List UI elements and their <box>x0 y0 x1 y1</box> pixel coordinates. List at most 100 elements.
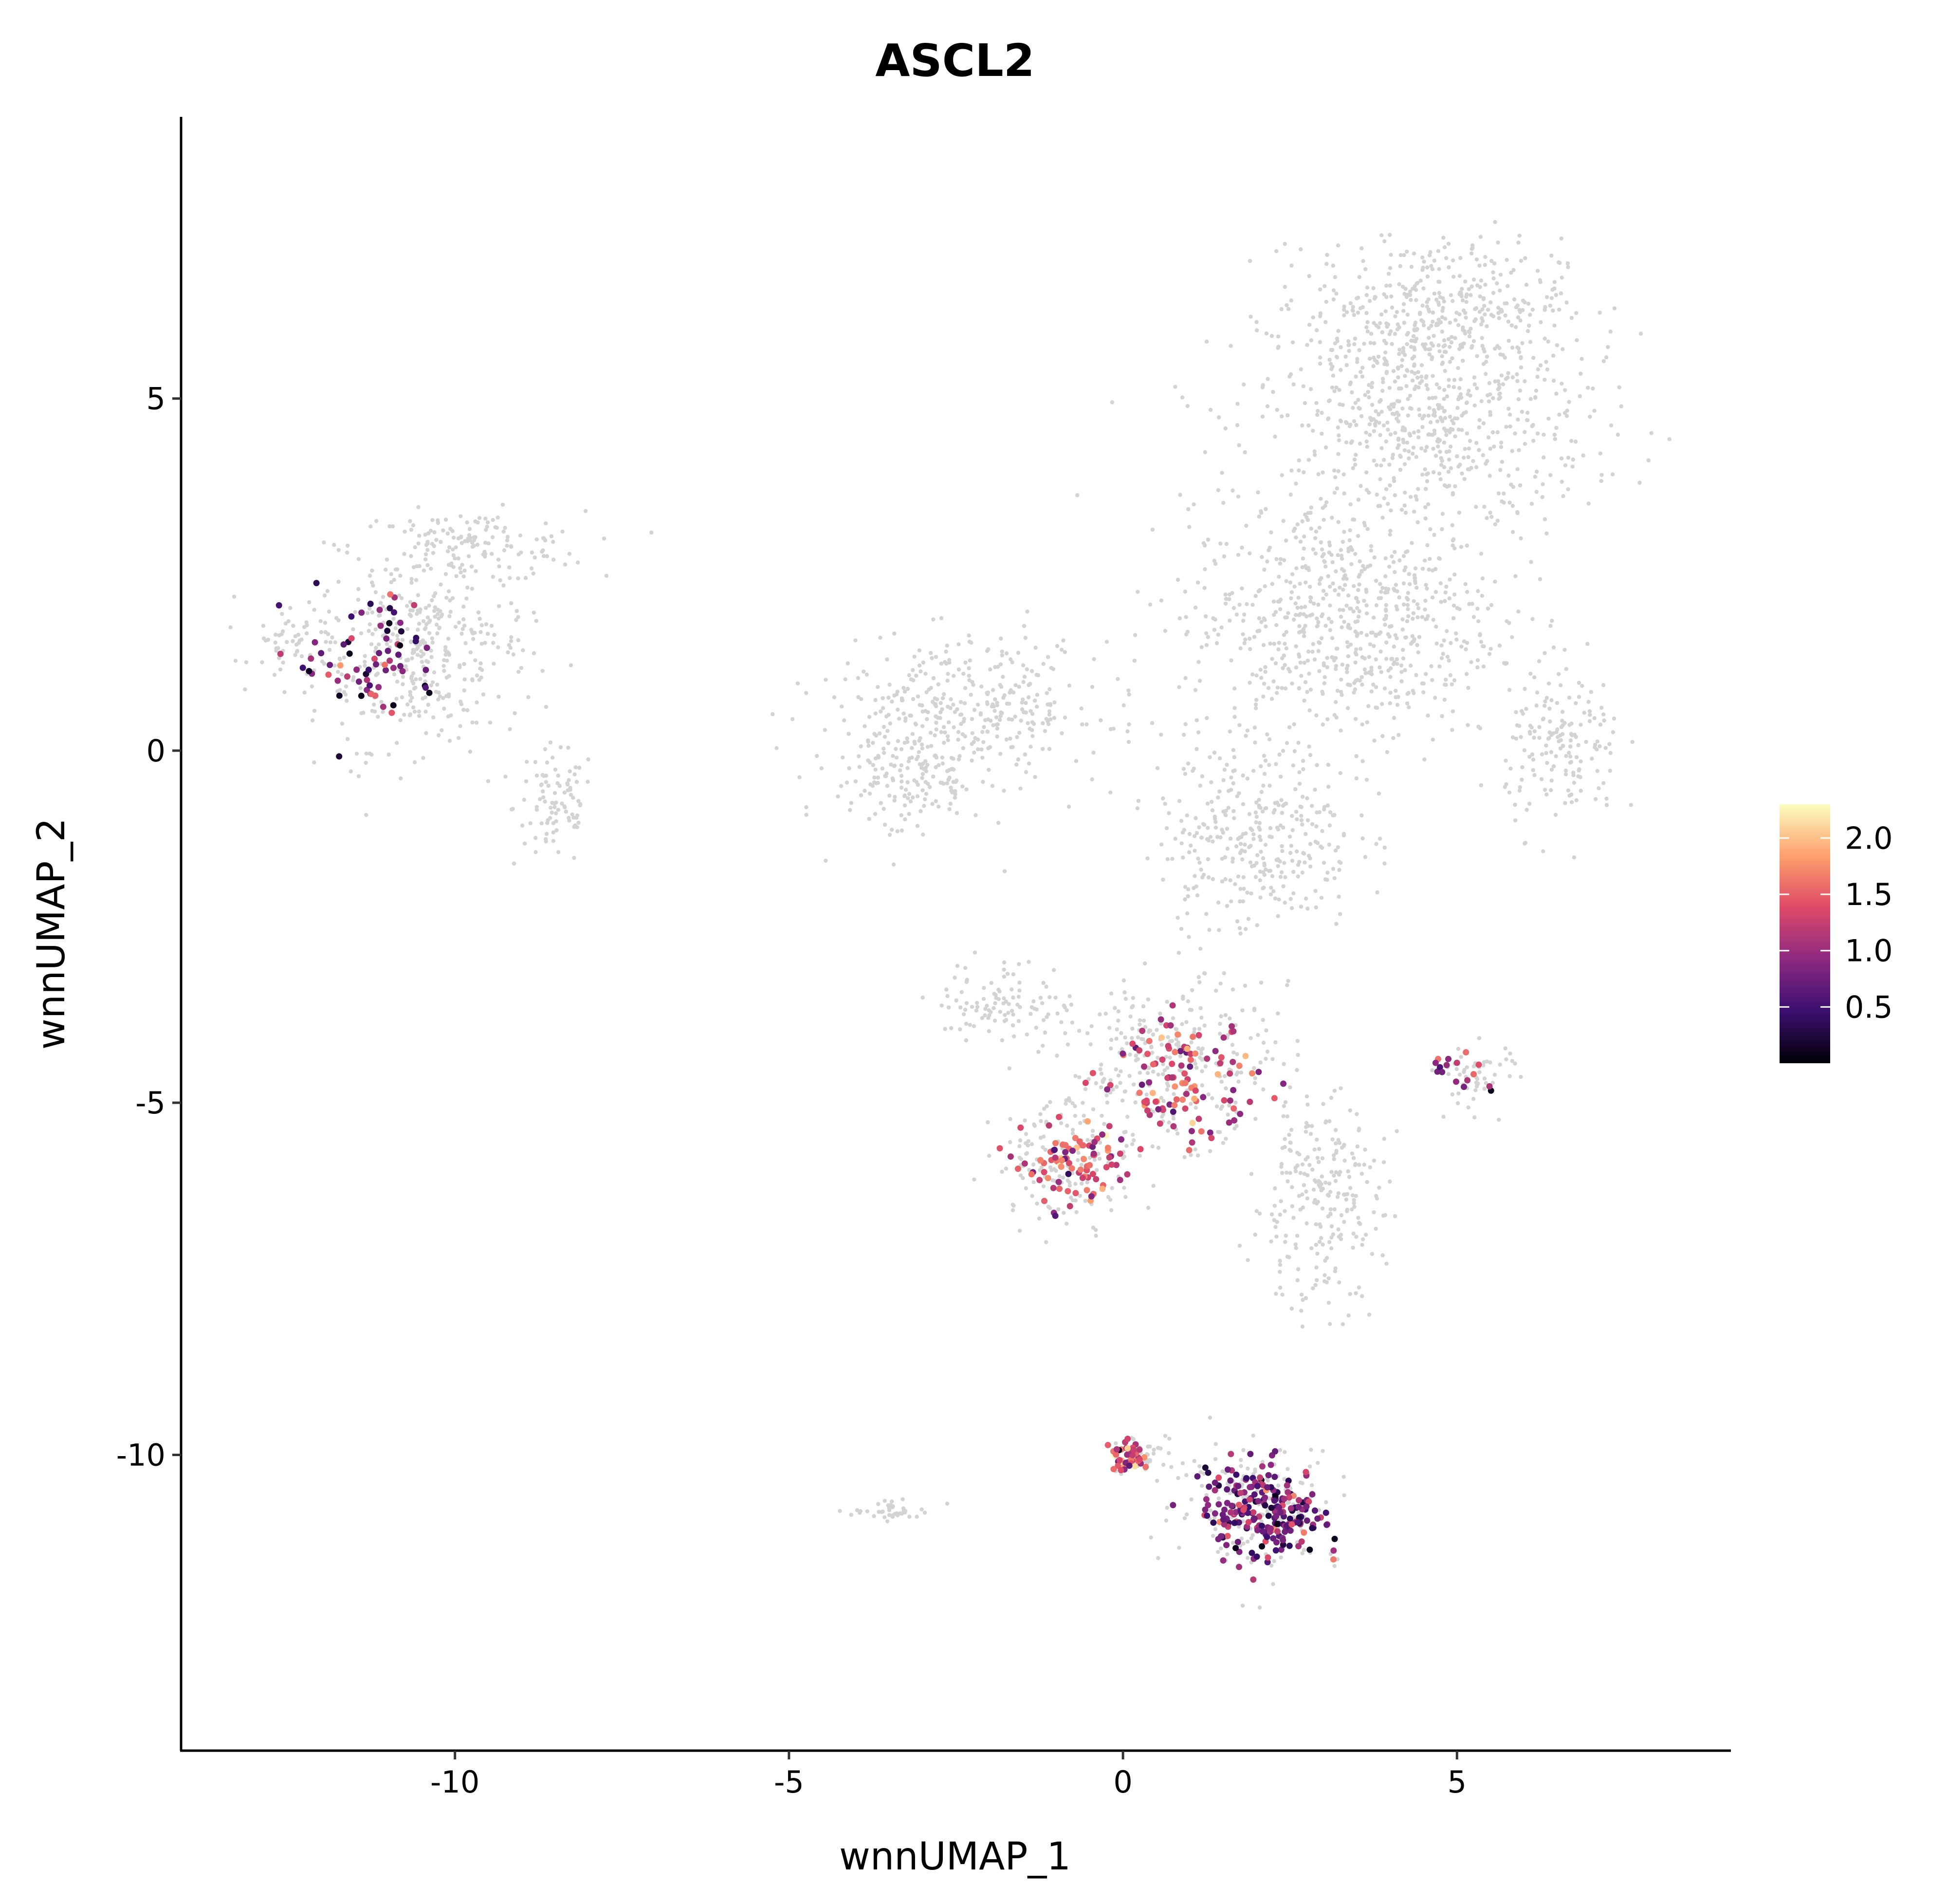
background-point <box>1527 730 1532 734</box>
background-point <box>1554 754 1558 758</box>
background-point <box>441 658 446 663</box>
background-point <box>1341 569 1346 573</box>
background-point <box>1259 850 1263 854</box>
background-point <box>1252 635 1257 639</box>
background-point <box>1332 1089 1337 1093</box>
background-point <box>1533 475 1537 479</box>
background-point <box>1289 468 1294 473</box>
background-point <box>1383 623 1387 627</box>
background-point <box>482 550 487 554</box>
background-point <box>472 535 477 539</box>
expression-point <box>337 662 344 669</box>
background-point <box>1384 487 1389 491</box>
expression-point <box>1143 1097 1150 1104</box>
background-point <box>1355 1112 1359 1116</box>
background-point <box>1336 425 1341 430</box>
background-point <box>574 779 579 784</box>
background-point <box>1209 799 1214 804</box>
background-point <box>1040 1001 1045 1005</box>
background-point <box>1619 404 1623 408</box>
expression-point <box>1120 1050 1126 1057</box>
background-point <box>1510 449 1514 453</box>
background-point <box>1353 660 1358 665</box>
background-point <box>1419 374 1424 379</box>
expression-point <box>1286 1494 1292 1501</box>
background-point <box>1272 642 1276 646</box>
background-point <box>991 723 995 727</box>
background-point <box>1534 388 1539 393</box>
background-point <box>1474 441 1479 445</box>
background-point <box>906 796 910 800</box>
background-point <box>398 718 403 722</box>
background-point <box>1422 344 1426 349</box>
background-point <box>1460 287 1464 291</box>
background-point <box>1411 445 1416 450</box>
background-point <box>374 646 378 650</box>
background-point <box>1353 336 1358 341</box>
background-point <box>1413 566 1418 571</box>
background-point <box>889 762 893 767</box>
background-point <box>790 717 795 721</box>
background-point <box>1200 774 1205 778</box>
background-point <box>1059 1020 1064 1024</box>
background-point <box>1271 389 1275 394</box>
background-point <box>1148 1444 1152 1449</box>
background-point <box>1245 602 1249 607</box>
background-point <box>1282 1477 1286 1481</box>
background-point <box>1543 336 1547 341</box>
background-point <box>1159 842 1164 847</box>
background-point <box>963 734 968 739</box>
background-point <box>1273 1225 1278 1229</box>
background-point <box>1336 553 1340 557</box>
background-point <box>1254 1209 1259 1213</box>
background-point <box>1302 1183 1306 1187</box>
background-point <box>1490 1081 1495 1085</box>
background-point <box>1283 875 1287 880</box>
background-point <box>876 776 881 780</box>
background-point <box>1239 1070 1244 1075</box>
background-point <box>1141 1018 1146 1023</box>
background-point <box>293 653 297 657</box>
background-point <box>496 604 501 609</box>
background-point <box>1288 850 1293 855</box>
background-point <box>1590 757 1594 761</box>
background-point <box>1391 736 1396 740</box>
background-point <box>1306 458 1311 462</box>
background-point <box>1187 525 1192 529</box>
background-point <box>1327 584 1332 589</box>
background-point <box>1464 410 1468 414</box>
background-point <box>1232 706 1237 710</box>
expression-point <box>1207 1129 1213 1136</box>
background-point <box>1359 675 1364 680</box>
background-point <box>1423 598 1428 603</box>
expression-point <box>1231 1105 1237 1112</box>
background-point <box>412 760 417 765</box>
background-point <box>1450 1092 1454 1097</box>
background-point <box>1002 967 1006 972</box>
background-point <box>1029 1012 1033 1016</box>
expression-point <box>373 661 379 668</box>
background-point <box>1449 641 1453 646</box>
background-point <box>1482 349 1487 354</box>
background-point <box>544 521 548 526</box>
background-point <box>1552 323 1557 328</box>
background-point <box>992 1006 996 1010</box>
background-point <box>1510 345 1515 350</box>
background-point <box>903 788 908 792</box>
background-point <box>1409 407 1414 411</box>
background-point <box>1457 274 1462 278</box>
background-point <box>1356 311 1360 315</box>
background-point <box>881 706 885 710</box>
background-point <box>1498 1062 1502 1067</box>
background-point <box>970 717 974 721</box>
background-point <box>1300 565 1304 570</box>
background-point <box>1550 619 1554 623</box>
background-point <box>1256 490 1260 495</box>
background-point <box>1565 408 1569 413</box>
background-point <box>385 642 389 647</box>
background-point <box>328 640 333 645</box>
background-point <box>1432 470 1436 475</box>
expression-point <box>1191 1095 1198 1102</box>
background-point <box>1297 686 1301 691</box>
background-point <box>1412 430 1416 435</box>
